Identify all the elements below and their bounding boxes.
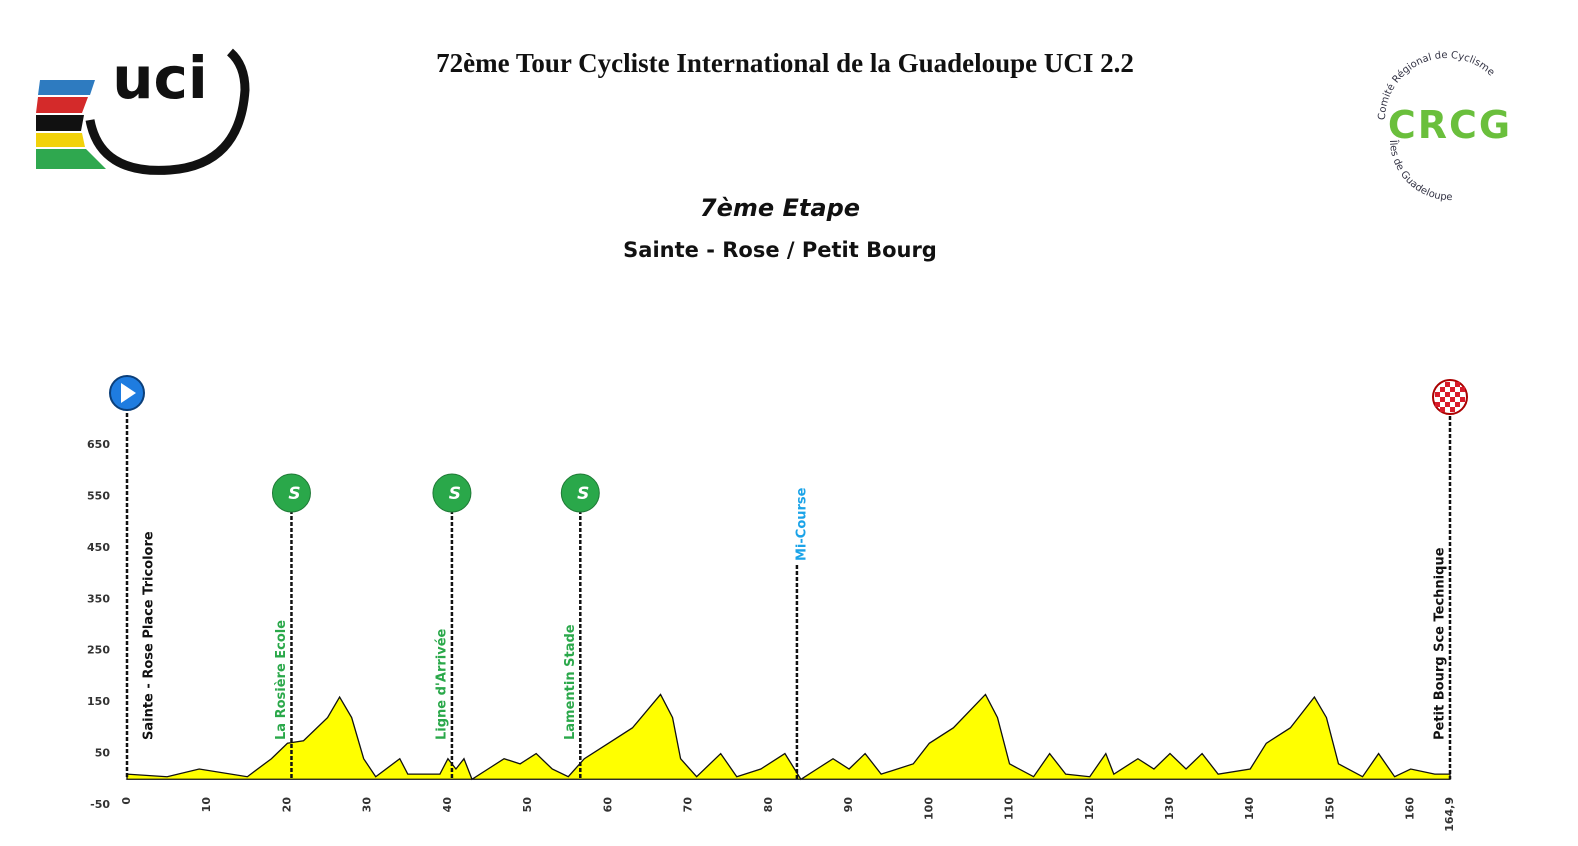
marker-label: Sainte - Rose Place Tricolore — [142, 531, 157, 740]
stage: 7ème Etape — [700, 194, 860, 222]
y-tick-label: 550 — [87, 489, 110, 502]
check — [1440, 397, 1445, 402]
stripe — [36, 133, 85, 147]
y-tick-label: 650 — [87, 438, 110, 451]
x-tick-label: 40 — [441, 797, 454, 813]
marker-label: Mi-Course — [794, 487, 809, 561]
check — [1445, 392, 1450, 397]
marker: Sainte - Rose Place Tricolore — [109, 375, 157, 780]
check — [1455, 382, 1460, 387]
sprint-icon — [432, 473, 472, 513]
sprint-icon-label: S — [288, 484, 300, 504]
y-tick-label: -50 — [90, 798, 110, 811]
sprint-icon-label: S — [449, 484, 461, 504]
x-tick-label: 100 — [922, 797, 935, 820]
y-tick-label: 250 — [87, 644, 110, 657]
x-tick-label: 60 — [601, 797, 614, 813]
marker: Ligne d'Arrivée S — [432, 473, 472, 780]
y-tick-label: 50 — [95, 747, 111, 760]
stripe — [36, 149, 106, 169]
x-tick-label: 164,9 — [1443, 797, 1456, 832]
check — [1435, 392, 1440, 397]
check — [1450, 397, 1455, 402]
x-tick-label: 30 — [361, 797, 374, 813]
crcg-bottom-text: Îles de Guadeloupe — [1387, 139, 1453, 203]
check — [1445, 382, 1450, 387]
sprint-icon — [560, 473, 600, 513]
y-tick-label: 350 — [87, 592, 110, 605]
check — [1460, 397, 1465, 402]
marker-label: Petit Bourg Sce Technique — [1433, 547, 1448, 740]
title: 72ème Tour Cycliste International de la … — [436, 48, 1134, 78]
crcg-bottom: Îles de Guadeloupe — [1387, 139, 1453, 203]
x-tick-label: 150 — [1323, 797, 1336, 820]
check — [1460, 387, 1465, 392]
check — [1450, 407, 1455, 412]
route: Sainte - Rose / Petit Bourg — [623, 238, 937, 262]
x-tick-label: 20 — [280, 797, 293, 813]
check — [1435, 402, 1440, 407]
x-tick-label: 120 — [1083, 797, 1096, 820]
check — [1440, 407, 1445, 412]
swoosh — [85, 48, 250, 175]
marker: Lamentin Stade S — [560, 473, 600, 780]
x-tick-label: 0 — [120, 797, 133, 805]
x-tick-label: 110 — [1003, 797, 1016, 820]
stripe — [36, 115, 84, 131]
marker: La Rosière Ecole S — [271, 473, 311, 780]
crcg-logo: Comité Régional de Cyclisme Îles de Guad… — [1377, 50, 1512, 203]
elevation-area — [126, 693, 1451, 781]
check — [1450, 387, 1455, 392]
uci-text: uci — [112, 44, 208, 112]
y-tick-label: 150 — [87, 695, 110, 708]
x-tick-label: 80 — [762, 797, 775, 813]
crcg-text: CRCG — [1388, 103, 1512, 147]
x-tick-label: 160 — [1404, 797, 1417, 820]
x-tick-label: 140 — [1243, 797, 1256, 820]
check — [1455, 402, 1460, 407]
marker-label: Lamentin Stade — [563, 624, 578, 740]
y-tick-label: 450 — [87, 541, 110, 554]
check — [1445, 402, 1450, 407]
marker: Petit Bourg Sce Technique — [1432, 379, 1468, 780]
stripe — [38, 80, 95, 95]
sprint-icon — [271, 473, 311, 513]
marker-label: La Rosière Ecole — [274, 620, 289, 740]
x-tick-label: 90 — [842, 797, 855, 813]
check — [1440, 387, 1445, 392]
check — [1455, 392, 1460, 397]
sprint-icon-label: S — [577, 484, 589, 504]
x-tick-label: 10 — [200, 797, 213, 813]
start-arrow — [121, 383, 136, 403]
x-tick-label: 130 — [1163, 797, 1176, 820]
marker-label: Ligne d'Arrivée — [434, 628, 449, 740]
uci-logo: uci — [36, 44, 250, 175]
x-tick-label: 50 — [521, 797, 534, 813]
marker: Mi-Course — [794, 487, 809, 780]
x-tick-label: 70 — [682, 797, 695, 813]
stripe — [36, 97, 88, 113]
